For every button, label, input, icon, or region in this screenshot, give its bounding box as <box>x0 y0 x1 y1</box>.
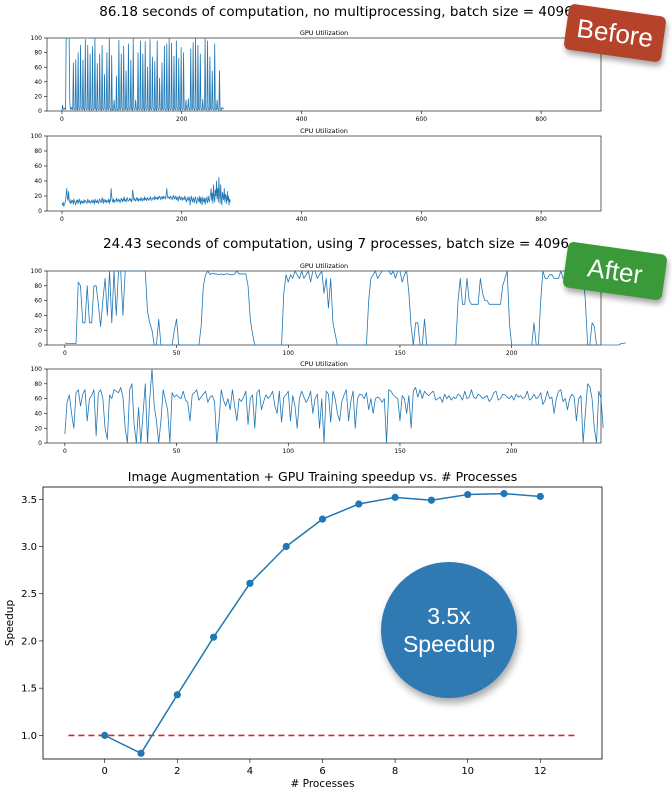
after-cpu-xtick-label: 50 <box>173 448 181 455</box>
before-gpu-xtick-label: 400 <box>296 116 308 123</box>
speedup-point <box>428 497 435 504</box>
before-gpu-ytick-label: 100 <box>31 35 43 42</box>
before-gpu-title: GPU Utilization <box>300 29 348 37</box>
speedup-ylabel: Speedup <box>4 600 16 647</box>
speedup-ytick-label: 1.0 <box>21 731 37 742</box>
before-gpu-xtick-label: 600 <box>416 116 428 123</box>
speedup-point <box>355 500 362 507</box>
after-cpu-ytick-label: 20 <box>34 425 42 432</box>
speedup-xlabel: # Processes <box>291 778 355 790</box>
before-cpu-ytick-label: 100 <box>31 133 43 140</box>
after-gpu-chart: GPU Utilization 0 50 100 150 200 0 20 40 60 80 100 <box>31 262 626 357</box>
after-gpu-series-line <box>65 271 626 345</box>
speedup-ytick-label: 2.0 <box>21 636 37 647</box>
speedup-xtick-label: 10 <box>461 766 474 777</box>
after-gpu-title: GPU Utilization <box>300 262 348 270</box>
after-gpu-ytick-label: 80 <box>34 283 42 290</box>
after-gpu-xtick-label: 100 <box>283 350 295 357</box>
before-cpu-ytick-label: 20 <box>34 193 42 200</box>
before-cpu-xtick-label: 600 <box>416 216 428 223</box>
before-cpu-ytick-label: 60 <box>34 163 42 170</box>
speedup-point <box>500 490 507 497</box>
before-gpu-series-line <box>62 38 224 111</box>
before-cpu-xtick-label: 200 <box>176 216 188 223</box>
before-gpu-ytick-label: 40 <box>34 79 42 86</box>
after-gpu-ytick-label: 100 <box>31 268 43 275</box>
speedup-xtick-label: 4 <box>247 766 253 777</box>
after-gpu-xtick-label: 200 <box>506 350 518 357</box>
speedup-xtick-label: 12 <box>534 766 547 777</box>
after-cpu-xtick-label: 0 <box>63 448 67 455</box>
before-gpu-ytick-label: 20 <box>34 94 42 101</box>
after-cpu-xtick-label: 100 <box>283 448 295 455</box>
after-cpu-ytick-label: 60 <box>34 396 42 403</box>
before-cpu-xtick-label: 800 <box>535 216 547 223</box>
before-cpu-xtick-label: 0 <box>60 216 64 223</box>
before-cpu-xtick-label: 400 <box>296 216 308 223</box>
before-cpu-ytick-label: 80 <box>34 148 42 155</box>
before-cpu-ytick-label: 0 <box>38 208 42 215</box>
speedup-point <box>210 634 217 641</box>
speedup-point <box>464 491 471 498</box>
speedup-point <box>137 750 144 757</box>
speedup-point <box>537 493 544 500</box>
speedup-xtick-label: 2 <box>174 766 180 777</box>
speedup-ytick-label: 1.5 <box>21 684 37 695</box>
speedup-xtick-label: 6 <box>319 766 325 777</box>
speedup-ytick-label: 3.5 <box>21 495 37 506</box>
before-gpu-xtick-label: 200 <box>176 116 188 123</box>
speedup-title: Image Augmentation + GPU Training speedu… <box>128 469 517 484</box>
speedup-xtick-label: 0 <box>102 766 108 777</box>
after-cpu-xtick-label: 150 <box>394 448 406 455</box>
speedup-point <box>101 732 108 739</box>
speedup-frame <box>43 487 602 759</box>
speedup-point <box>283 543 290 550</box>
speedup-ytick-label: 2.5 <box>21 589 37 600</box>
after-gpu-ytick-label: 60 <box>34 298 42 305</box>
before-gpu-ytick-label: 0 <box>38 108 42 115</box>
speedup-point <box>174 691 181 698</box>
after-gpu-ytick-label: 0 <box>38 342 42 349</box>
speedup-point <box>319 516 326 523</box>
before-gpu-xtick-label: 0 <box>60 116 64 123</box>
before-gpu-xtick-label: 800 <box>535 116 547 123</box>
after-cpu-ytick-label: 80 <box>34 381 42 388</box>
after-gpu-frame <box>47 271 601 345</box>
after-cpu-ytick-label: 0 <box>38 440 42 447</box>
before-gpu-chart: GPU Utilization 0 200 400 600 800 0 20 40 60 80 100 <box>31 29 601 123</box>
after-cpu-title: CPU Utilization <box>300 360 348 368</box>
callout-value: 3.5x <box>427 602 470 630</box>
after-cpu-series-line <box>65 369 603 443</box>
speedup-point <box>391 494 398 501</box>
before-cpu-ytick-label: 40 <box>34 178 42 185</box>
after-cpu-xtick-label: 200 <box>506 448 518 455</box>
before-title: 86.18 seconds of computation, no multipr… <box>99 4 572 20</box>
speedup-callout: 3.5x Speedup <box>381 562 517 698</box>
after-gpu-ytick-label: 20 <box>34 327 42 334</box>
after-gpu-xtick-label: 0 <box>63 350 67 357</box>
speedup-point <box>246 580 253 587</box>
after-cpu-chart: CPU Utilization 0 50 100 150 200 0 20 40 60 80 100 <box>31 360 604 455</box>
speedup-ytick-label: 3.0 <box>21 542 37 553</box>
before-gpu-ytick-label: 60 <box>34 64 42 71</box>
before-cpu-title: CPU Utilization <box>300 127 348 135</box>
before-cpu-chart: CPU Utilization 0 200 400 600 800 0 20 40 60 80 100 <box>31 127 601 223</box>
before-gpu-ytick-label: 80 <box>34 50 42 57</box>
after-gpu-ytick-label: 40 <box>34 313 42 320</box>
after-title: 24.43 seconds of computation, using 7 pr… <box>103 236 569 252</box>
after-gpu-xtick-label: 150 <box>394 350 406 357</box>
speedup-xtick-label: 8 <box>392 766 398 777</box>
after-cpu-ytick-label: 100 <box>31 366 43 373</box>
after-gpu-xtick-label: 50 <box>173 350 181 357</box>
callout-label: Speedup <box>403 630 495 658</box>
after-cpu-ytick-label: 40 <box>34 411 42 418</box>
after-cpu-frame <box>47 369 601 443</box>
before-cpu-series-line <box>62 177 230 206</box>
